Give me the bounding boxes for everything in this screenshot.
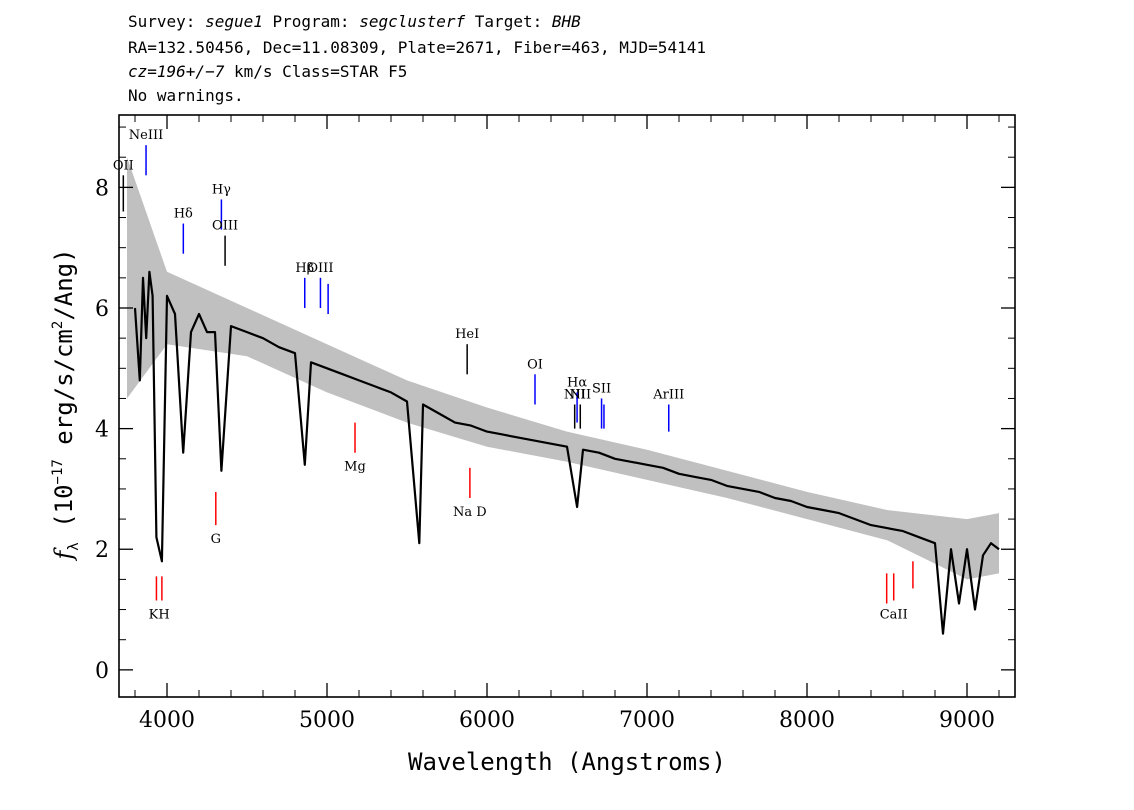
emission-line-label: NII: [569, 387, 591, 402]
x-tick-label: 4000: [139, 708, 195, 733]
emission-line-label: Hβ: [295, 261, 314, 276]
emission-line-label: OI: [527, 357, 543, 372]
target-value: BHB: [551, 12, 581, 31]
header-line-2: RA=132.50456, Dec=11.08309, Plate=2671, …: [128, 38, 706, 57]
emission-line-label: OIII: [307, 261, 333, 276]
emission-line-label: SII: [592, 381, 611, 396]
program-label: Program:: [262, 12, 360, 31]
x-axis-title: Wavelength (Angstroms): [408, 748, 726, 776]
absorption-line-label: Mg: [344, 460, 366, 475]
header-line-1: Survey: segue1 Program: segclusterf Targ…: [128, 12, 581, 32]
emission-line-label: ArIII: [652, 387, 684, 402]
x-tick-label: 5000: [299, 708, 355, 733]
flux-layer: [133, 270, 1000, 635]
y-axis-title: fλ (10−17 erg/s/cm2/Ang): [50, 248, 82, 561]
survey-value: segue1: [205, 12, 263, 31]
header-line-3: cz=196+/−7 km/s Class=STAR F5: [128, 62, 407, 82]
redshift-value: cz=196+/−7: [128, 62, 225, 81]
plot-frame: [118, 114, 1016, 698]
target-label: Target:: [465, 12, 552, 31]
emission-line-label: Hγ: [212, 182, 231, 197]
flux-error-band: [127, 157, 999, 580]
emission-line-label: Hδ: [174, 207, 193, 222]
y-tick-label: 6: [95, 297, 109, 322]
emission-line-label: OII: [113, 158, 134, 173]
absorption-line-label: G: [211, 532, 221, 547]
y-tick-label: 8: [95, 176, 109, 201]
absorption-line-label: KH: [149, 608, 170, 623]
y-tick-label: 2: [95, 538, 109, 563]
class-info: km/s Class=STAR F5: [224, 62, 408, 81]
absorption-line-label: CaII: [880, 608, 908, 623]
x-tick-label: 7000: [619, 708, 675, 733]
emission-line-label: OIII: [212, 219, 238, 234]
emission-line-label: NeIII: [129, 128, 163, 143]
axes-layer: 4000 5000 6000 7000 8000 9000 0 2 4 6 8: [95, 114, 1016, 733]
x-tick-label: 8000: [779, 708, 835, 733]
y-tick-label: 0: [95, 659, 109, 684]
survey-label: Survey:: [128, 12, 206, 31]
emission-line-label: NII: [564, 387, 586, 402]
absorption-line-label: Na D: [453, 505, 487, 520]
error-band-layer: [127, 157, 999, 580]
y-tick-label: 4: [95, 418, 109, 443]
header-line-4: No warnings.: [128, 86, 244, 105]
program-value: segclusterf: [359, 12, 466, 31]
emission-line-label: Hα: [567, 375, 587, 390]
emission-line-label: HeI: [455, 327, 479, 342]
flux-series-line: [133, 270, 1000, 635]
x-tick-label: 6000: [459, 708, 515, 733]
x-tick-label: 9000: [939, 708, 995, 733]
